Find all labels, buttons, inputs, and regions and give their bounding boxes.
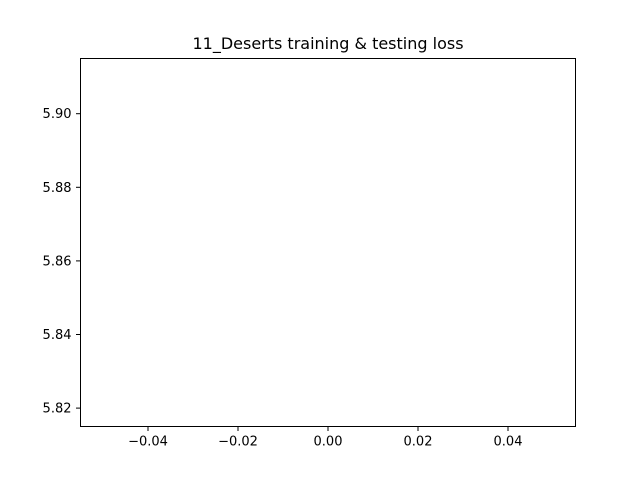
x-tick-label: −0.04 (128, 435, 168, 450)
x-axis-ticks: −0.04 −0.02 0.00 0.02 0.04 (128, 426, 523, 450)
x-tick-label: 0.04 (494, 435, 523, 450)
y-tick-label: 5.82 (43, 402, 72, 417)
x-tick-label: −0.02 (218, 435, 258, 450)
x-tick-label: 0.02 (404, 435, 433, 450)
y-tick-label: 5.90 (43, 107, 72, 122)
plot-area-frame (80, 58, 576, 427)
y-axis-ticks: 5.82 5.84 5.86 5.88 5.90 (43, 107, 81, 417)
y-tick-label: 5.86 (43, 254, 72, 269)
x-tick-label: 0.00 (314, 435, 343, 450)
chart-title: 11_Deserts training & testing loss (192, 34, 463, 54)
y-tick-label: 5.88 (43, 181, 72, 196)
y-tick-label: 5.84 (43, 328, 72, 343)
